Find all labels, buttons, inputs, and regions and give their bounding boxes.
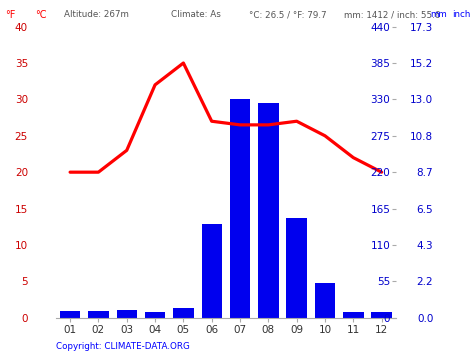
Text: Copyright: CLIMATE-DATA.ORG: Copyright: CLIMATE-DATA.ORG [56,343,190,351]
Text: °F: °F [5,10,15,20]
Bar [117,310,137,318]
Text: inch: inch [452,10,470,19]
Bar [372,312,392,318]
Text: Climate: As: Climate: As [171,10,220,19]
Bar [258,103,279,318]
Text: mm: 1412 / inch: 55.6: mm: 1412 / inch: 55.6 [344,10,440,19]
Bar [173,308,193,318]
Text: Altitude: 267m: Altitude: 267m [64,10,129,19]
Text: mm: mm [430,10,447,19]
Bar [145,312,165,318]
Bar [343,312,364,318]
Bar [286,218,307,318]
Bar [60,311,80,318]
Text: °C: 26.5 / °F: 79.7: °C: 26.5 / °F: 79.7 [249,10,327,19]
Bar [88,311,109,318]
Bar [201,224,222,318]
Bar [315,283,335,318]
Text: °C: °C [36,10,47,20]
Bar [230,99,250,318]
